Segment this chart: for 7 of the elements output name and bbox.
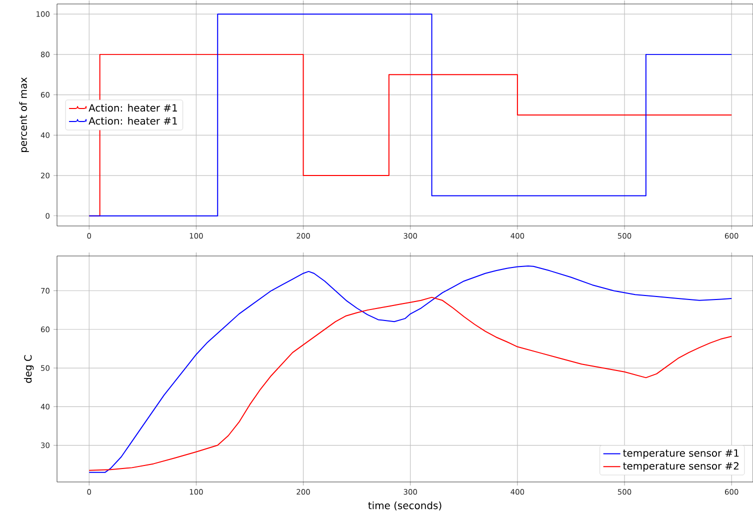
legend-label: temperature sensor #2 <box>623 462 738 472</box>
legend-label: temperature sensor #1 <box>623 449 739 459</box>
legend-label: Action: heater #1 <box>88 104 177 112</box>
y-axis-title: percent of max <box>19 77 29 152</box>
y-axis-title: deg C <box>24 355 34 383</box>
legend-label: Action: heater #1 <box>88 116 177 125</box>
x-axis-title: time (seconds) <box>368 501 442 510</box>
